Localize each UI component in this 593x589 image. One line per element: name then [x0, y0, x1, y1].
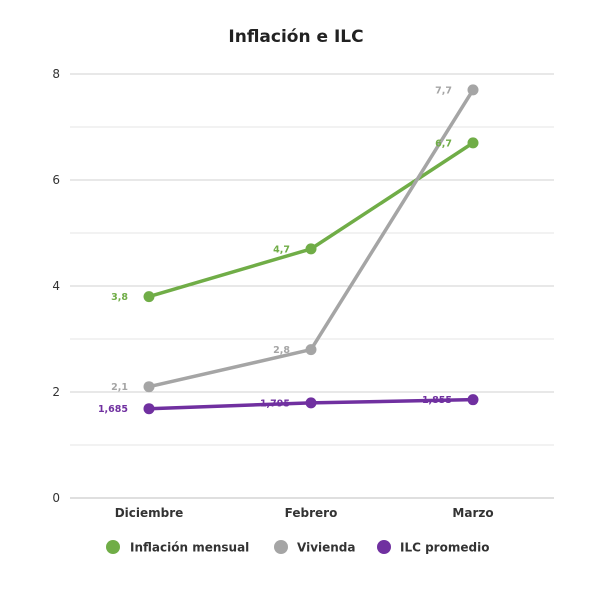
data-point [305, 243, 317, 255]
x-tick-label: Marzo [452, 506, 493, 520]
data-label: 7,7 [435, 85, 452, 96]
data-point [143, 381, 155, 393]
legend-label: Vivienda [297, 541, 356, 555]
data-point [305, 397, 317, 409]
series-2 [143, 394, 479, 415]
y-tick-label: 0 [52, 491, 60, 505]
data-label: 2,1 [111, 382, 128, 393]
legend-marker [377, 540, 391, 554]
data-label: 4,7 [273, 244, 290, 255]
legend-label: ILC promedio [400, 541, 489, 555]
legend-label: Inflación mensual [130, 541, 249, 555]
legend-item: ILC promedio [377, 540, 489, 555]
data-point [467, 394, 479, 406]
axis-layer: 0 2 4 6 8 Diciembre Febrero Marzo [52, 67, 493, 520]
data-point [305, 344, 317, 356]
data-label: 3,8 [111, 292, 128, 303]
data-label-layer: 3,8 4,7 6,7 2,1 2,8 7,7 1,685 1,795 1,855 [98, 85, 452, 415]
data-label: 1,685 [98, 404, 128, 415]
legend-item: Inflación mensual [106, 540, 249, 555]
legend-marker [274, 540, 288, 554]
legend-item: Vivienda [274, 540, 356, 555]
x-tick-label: Febrero [285, 506, 338, 520]
legend-marker [106, 540, 120, 554]
y-tick-label: 4 [52, 279, 60, 293]
data-label: 1,855 [422, 395, 452, 406]
x-tick-label: Diciembre [115, 506, 184, 520]
data-label: 2,8 [273, 345, 290, 356]
data-point [467, 137, 479, 149]
data-point [143, 291, 155, 303]
y-tick-label: 8 [52, 67, 60, 81]
data-point [143, 403, 155, 415]
chart-title: Inflación e ILC [228, 27, 363, 47]
series-layer [143, 84, 479, 415]
y-tick-label: 2 [52, 385, 60, 399]
series-line [147, 88, 475, 389]
legend: Inflación mensual Vivienda ILC promedio [106, 540, 489, 555]
y-tick-label: 6 [52, 173, 60, 187]
series-1 [143, 84, 479, 393]
grid-layer [70, 73, 554, 499]
data-label: 6,7 [435, 138, 452, 149]
data-label: 1,795 [260, 398, 290, 409]
data-point [467, 84, 479, 96]
